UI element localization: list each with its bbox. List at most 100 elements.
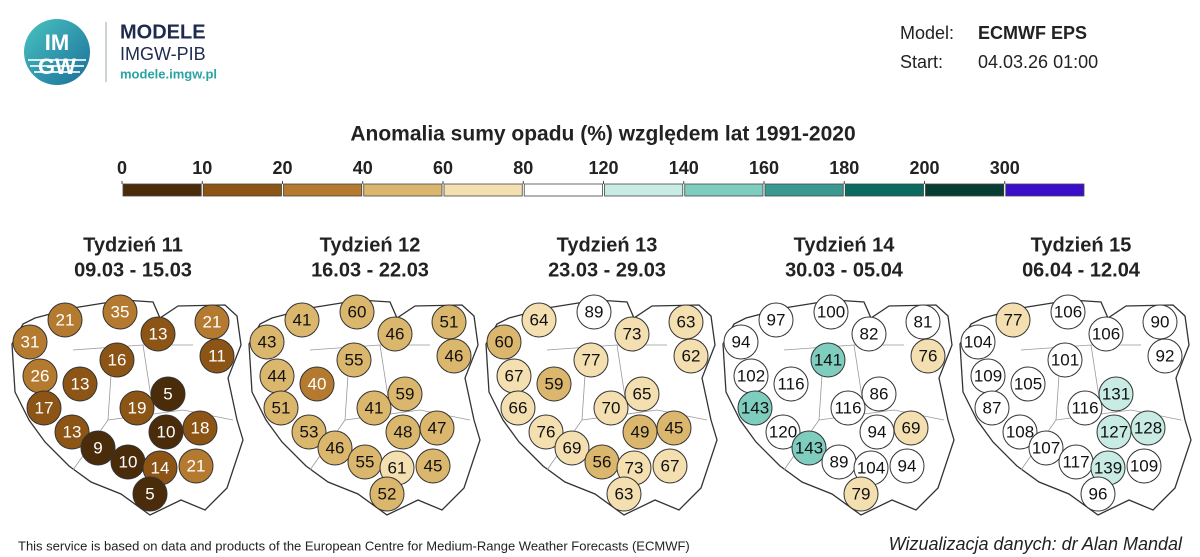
station-marker	[1147, 338, 1183, 374]
station-value: 105	[1014, 374, 1042, 393]
station-value: 59	[396, 384, 415, 403]
station-value: 127	[1100, 422, 1128, 441]
station-value: 128	[1134, 418, 1162, 437]
station-marker	[150, 376, 186, 412]
station-marker	[652, 448, 688, 484]
station-value: 55	[345, 350, 364, 369]
station-value: 89	[830, 452, 849, 471]
url: modele.imgw.pl	[120, 66, 217, 81]
station-marker	[80, 430, 116, 466]
station-value: 49	[631, 422, 650, 441]
station-value: 117	[1062, 452, 1089, 471]
legend-tick-label: 80	[513, 158, 533, 178]
brand: MODELE	[120, 21, 206, 43]
station-value: 69	[563, 438, 582, 457]
legend-tick-label: 200	[909, 158, 939, 178]
station-marker	[182, 410, 218, 446]
station-value: 10	[157, 422, 176, 441]
station-marker	[194, 304, 230, 340]
station-marker	[1047, 342, 1083, 378]
map-dates: 30.03 - 05.04	[785, 259, 904, 281]
legend-tick-label: 40	[353, 158, 373, 178]
logo: IM GW MODELE IMGW-PIB modele.imgw.pl	[24, 19, 217, 85]
station-marker	[960, 324, 996, 360]
org: IMGW-PIB	[120, 44, 206, 64]
station-value: 92	[1156, 346, 1175, 365]
station-marker	[339, 294, 375, 330]
station-value: 17	[35, 398, 54, 417]
station-value: 86	[870, 384, 889, 403]
legend-tick-label: 160	[749, 158, 779, 178]
station-marker	[291, 414, 327, 450]
station-marker	[500, 390, 536, 426]
station-value: 94	[898, 456, 917, 475]
start: 04.03.26 01:00	[978, 52, 1098, 72]
station-marker	[1050, 294, 1086, 330]
station-marker	[486, 324, 522, 360]
station-marker	[1098, 376, 1134, 412]
legend-swatch	[202, 183, 282, 197]
station-value: 77	[582, 350, 601, 369]
station-marker	[102, 294, 138, 330]
station-value: 67	[505, 366, 524, 385]
station-marker	[843, 476, 879, 512]
station-marker	[317, 430, 353, 466]
station-value: 73	[623, 324, 642, 343]
station-value: 16	[108, 350, 127, 369]
station-value: 11	[208, 346, 226, 365]
station-marker	[606, 476, 642, 512]
station-value: 48	[394, 422, 413, 441]
station-value: 51	[440, 312, 459, 331]
station-value: 139	[1094, 458, 1122, 477]
map-title: Tydzień 15	[1031, 234, 1132, 256]
station-value: 35	[111, 302, 130, 321]
station-marker	[593, 390, 629, 426]
map-title: Tydzień 14	[794, 234, 896, 256]
station-value: 26	[31, 366, 50, 385]
station-marker	[573, 342, 609, 378]
station-value: 31	[21, 332, 40, 351]
station-marker	[737, 390, 773, 426]
map-title: Tydzień 11	[83, 234, 183, 256]
logo-text: IM	[45, 30, 69, 55]
start-label: Start:	[900, 52, 943, 72]
legend: 0 10 20 40 60 80 120 140 160 180 200 300	[117, 158, 1085, 197]
station-value: 60	[495, 332, 514, 351]
station-marker	[26, 390, 62, 426]
station-marker	[1080, 476, 1116, 512]
legend-swatch	[283, 183, 363, 197]
station-marker	[140, 316, 176, 352]
station-marker	[1067, 390, 1103, 426]
station-marker	[614, 316, 650, 352]
station-marker	[995, 302, 1031, 338]
station-value: 94	[868, 422, 887, 441]
map-dates: 06.04 - 12.04	[1022, 259, 1141, 281]
station-marker	[893, 410, 929, 446]
station-marker	[554, 430, 590, 466]
station-marker	[528, 414, 564, 450]
station-value: 53	[300, 422, 319, 441]
region-borders	[546, 344, 708, 471]
station-value: 5	[145, 484, 154, 503]
station-value: 70	[602, 398, 621, 417]
legend-swatch	[764, 183, 844, 197]
station-marker	[861, 376, 897, 412]
station-value: 77	[1004, 310, 1023, 329]
station-marker	[813, 294, 849, 330]
station-value: 55	[356, 452, 375, 471]
station-value: 56	[593, 452, 612, 471]
map-panel: Tydzień 14 30.03 - 05.04 97 100 94 82 81 141 76 1…	[722, 234, 955, 516]
station-marker	[12, 324, 48, 360]
station-value: 59	[545, 374, 564, 393]
station-value: 101	[1051, 350, 1079, 369]
station-value: 69	[902, 418, 921, 437]
station-value: 94	[732, 332, 751, 351]
station-value: 62	[682, 346, 701, 365]
logo-stripes	[28, 59, 86, 73]
station-value: 106	[1092, 324, 1120, 343]
station-marker	[284, 302, 320, 338]
legend-swatch	[925, 183, 1005, 197]
station-value: 90	[1151, 312, 1170, 331]
station-marker	[851, 316, 887, 352]
station-value: 141	[814, 350, 842, 369]
